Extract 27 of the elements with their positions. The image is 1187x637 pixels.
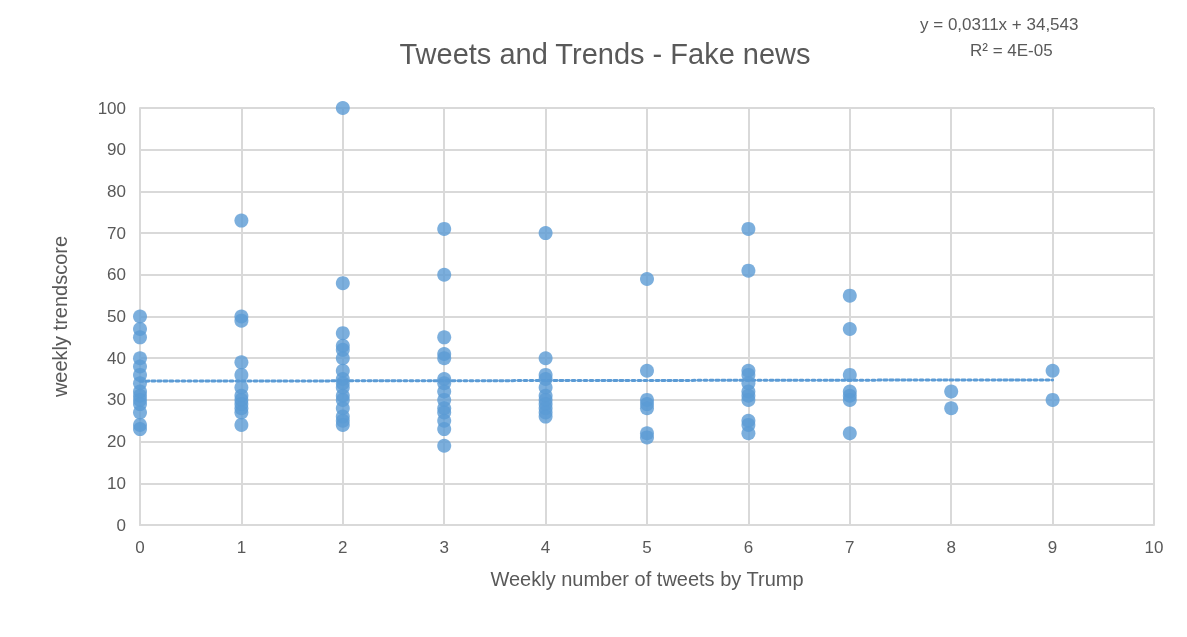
text: R² = 4E-05 [969, 41, 1053, 60]
x-axis-title: Weekly number of tweets by Trump [490, 568, 804, 590]
y-tick-label: 30 [107, 390, 126, 410]
y-tick-label: 100 [97, 98, 126, 118]
y-tick-label: 90 [107, 140, 126, 160]
x-tick-label: 7 [845, 538, 855, 557]
x-tick-label: 3 [439, 538, 449, 557]
x-tick-label: 8 [946, 538, 956, 557]
y-axis-title: weekly trendscore [49, 235, 71, 399]
x-tick-label: 2 [338, 538, 348, 557]
y-tick-label: 80 [107, 181, 126, 201]
x-tick-label: 4 [540, 538, 551, 557]
chart-title: Tweets and Trends - Fake news [399, 37, 811, 70]
x-tick-label: 9 [1047, 538, 1058, 557]
y-tick-label: 40 [107, 348, 126, 368]
x-tick-label: 0 [135, 538, 145, 557]
y-tick-label: 50 [107, 307, 126, 326]
y-tick-label: 60 [107, 265, 126, 285]
y-tick-label: 20 [107, 432, 126, 452]
x-tick-label: 5 [642, 538, 652, 557]
text: y = 0,0311x + 34,543 [920, 15, 1079, 34]
x-tick-label: 10 [1144, 538, 1164, 557]
x-tick-label: 6 [743, 538, 754, 557]
x-tick-label: 1 [236, 538, 247, 557]
y-tick-label: 70 [107, 223, 126, 243]
y-tick-label: 10 [107, 473, 126, 493]
y-tick-label: 0 [116, 515, 126, 535]
